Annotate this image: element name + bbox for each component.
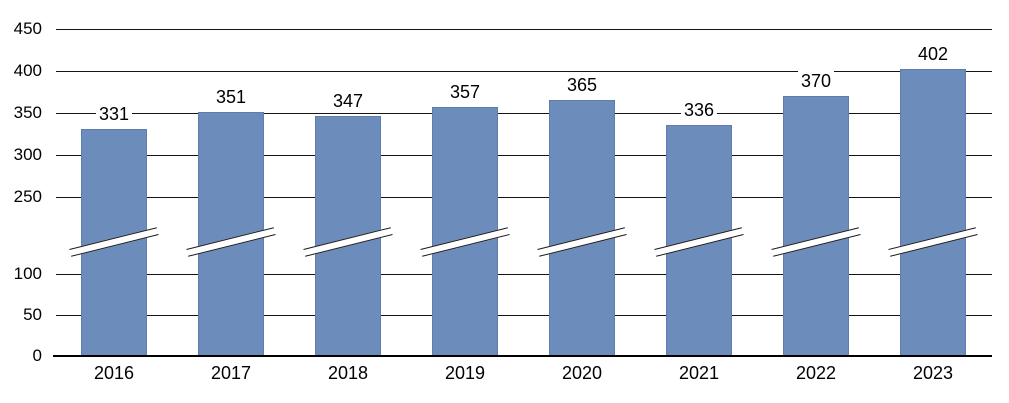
x-axis-line (53, 355, 992, 357)
y-axis-tick-label: 250 (13, 187, 42, 206)
bar-value-label: 351 (173, 87, 289, 108)
gridline-50 (56, 315, 992, 316)
x-axis-category-label: 2019 (444, 363, 486, 383)
gridline-300 (56, 155, 992, 156)
bar-2020 (549, 100, 615, 356)
y-axis-tick-label: 300 (13, 145, 42, 164)
gridline-400 (56, 71, 992, 72)
bar-value-label: 402 (875, 44, 991, 65)
x-axis-category-label: 2016 (93, 363, 135, 383)
bar-value-label: 331 (56, 103, 172, 124)
y-axis-tick-label: 0 (32, 346, 42, 365)
gridline-100 (56, 274, 992, 275)
gridline-450 (56, 29, 992, 30)
bar-value-text: 331 (95, 103, 133, 124)
gridline-250 (56, 197, 992, 198)
bar-value-text: 357 (446, 82, 484, 103)
x-axis-category-label: 2020 (561, 363, 603, 383)
x-axis-category-label: 2018 (327, 363, 369, 383)
bar-2022 (783, 96, 849, 356)
bar-2023 (900, 69, 966, 356)
y-axis-tick-label: 350 (13, 103, 42, 122)
bar-value-text: 351 (212, 87, 250, 108)
x-axis-category-label: 2022 (795, 363, 837, 383)
bar-value-label: 336 (641, 99, 757, 120)
x-axis-category-label: 2023 (912, 363, 954, 383)
y-axis-tick-label: 400 (13, 61, 42, 80)
gridline-350 (56, 113, 992, 114)
y-axis-tick-label: 450 (13, 19, 42, 38)
x-axis-category-label: 2021 (678, 363, 720, 383)
y-axis-tick-label: 50 (23, 305, 42, 324)
bar-value-text: 370 (797, 71, 835, 92)
bar-value-text: 336 (680, 99, 718, 120)
bar-value-text: 347 (329, 90, 367, 111)
x-axis-category-label: 2017 (210, 363, 252, 383)
bar-value-label: 370 (758, 71, 874, 92)
bar-value-text: 402 (914, 44, 952, 65)
bar-value-label: 365 (524, 75, 640, 96)
bar-value-label: 347 (290, 90, 406, 111)
bar-value-label: 357 (407, 82, 523, 103)
y-axis-tick-label: 100 (13, 264, 42, 283)
bar-value-text: 365 (563, 75, 601, 96)
